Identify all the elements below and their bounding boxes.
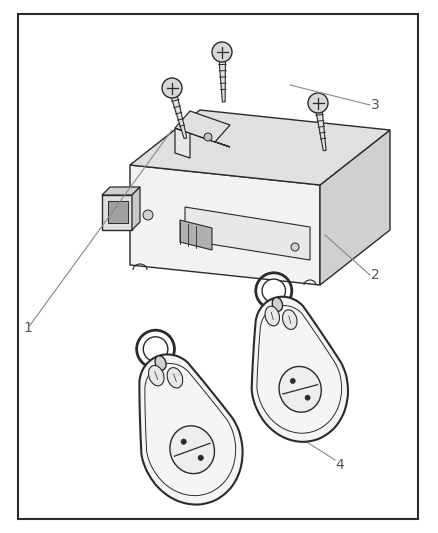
Text: 2: 2 (371, 268, 379, 282)
Polygon shape (252, 297, 348, 442)
Ellipse shape (170, 426, 215, 474)
Polygon shape (132, 187, 140, 230)
Circle shape (204, 133, 212, 141)
Circle shape (143, 210, 153, 220)
Ellipse shape (279, 367, 321, 412)
Polygon shape (175, 128, 230, 147)
Polygon shape (185, 207, 310, 260)
Polygon shape (130, 165, 320, 285)
Polygon shape (130, 110, 390, 185)
Ellipse shape (148, 366, 164, 386)
Circle shape (291, 243, 299, 251)
Polygon shape (169, 87, 187, 139)
Polygon shape (139, 354, 243, 505)
Polygon shape (320, 130, 390, 285)
Ellipse shape (283, 310, 297, 329)
Polygon shape (102, 187, 140, 195)
Circle shape (198, 455, 203, 461)
Circle shape (305, 395, 310, 400)
Text: 4: 4 (336, 458, 344, 472)
Circle shape (143, 337, 168, 361)
Polygon shape (102, 195, 132, 230)
Ellipse shape (167, 368, 183, 388)
Ellipse shape (265, 306, 279, 326)
Circle shape (308, 93, 328, 113)
Polygon shape (180, 220, 212, 250)
Polygon shape (175, 111, 230, 142)
Polygon shape (219, 52, 226, 102)
Circle shape (262, 279, 286, 303)
Circle shape (212, 42, 232, 62)
Polygon shape (175, 128, 190, 158)
Text: 3: 3 (371, 98, 379, 112)
Polygon shape (314, 102, 326, 151)
Polygon shape (108, 201, 128, 223)
Circle shape (162, 78, 182, 98)
Circle shape (290, 378, 295, 383)
Circle shape (181, 439, 186, 445)
Ellipse shape (155, 356, 166, 370)
Ellipse shape (272, 297, 283, 311)
Text: 1: 1 (24, 321, 32, 335)
